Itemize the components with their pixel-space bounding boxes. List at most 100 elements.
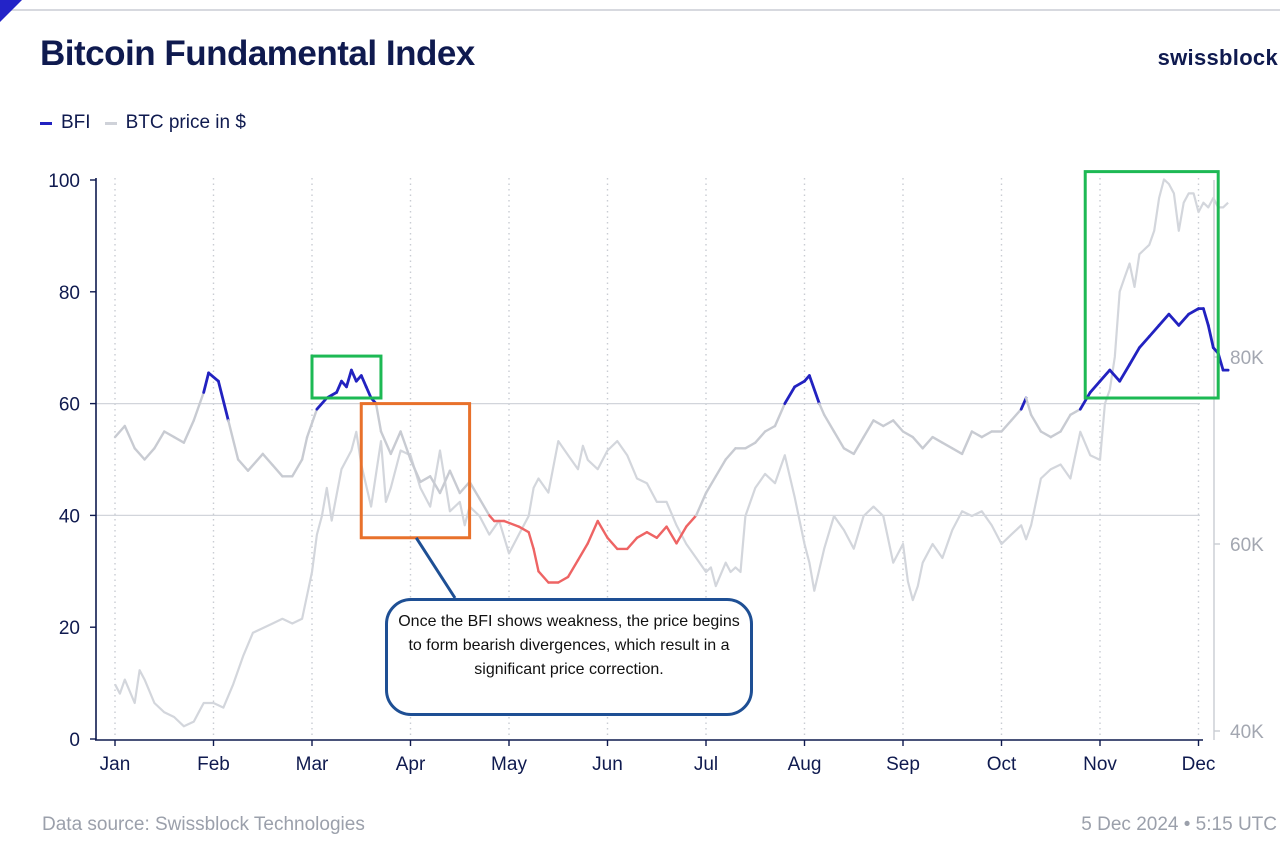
y-left-tick-60: 60 xyxy=(59,395,80,416)
bfi-segment xyxy=(960,430,974,456)
bfi-segment xyxy=(1098,368,1112,383)
bfi-segment xyxy=(818,402,826,416)
y-right-tick-60k: 60K xyxy=(1230,535,1264,556)
bfi-segment xyxy=(808,374,821,406)
bfi-segment xyxy=(478,497,491,517)
x-tick-oct: Oct xyxy=(987,754,1017,775)
x-tick-feb: Feb xyxy=(197,754,230,775)
bfi-segment xyxy=(305,408,319,439)
bfi-segment xyxy=(502,519,520,528)
bfi-segment xyxy=(724,447,737,461)
bfi-segment xyxy=(1167,312,1181,327)
bfi-segment xyxy=(1118,363,1131,383)
bfi-segment xyxy=(227,419,240,461)
bfi-segment xyxy=(364,385,373,400)
x-tick-mar: Mar xyxy=(296,754,329,775)
bfi-segment xyxy=(389,430,402,456)
bfi-segment xyxy=(566,558,580,579)
y-right-tick-80k: 80K xyxy=(1230,348,1264,369)
bfi-segment xyxy=(517,525,530,534)
legend: BFI BTC price in $ xyxy=(40,112,260,134)
bfi-segment xyxy=(744,441,757,450)
bfi-segment xyxy=(300,435,309,461)
bfi-segment xyxy=(537,570,550,584)
bfi-segment xyxy=(202,371,211,394)
bfi-segment xyxy=(207,371,220,383)
bfi-segment xyxy=(763,424,777,433)
x-tick-jan: Jan xyxy=(100,754,131,775)
bfi-segment xyxy=(458,480,471,495)
x-tick-nov: Nov xyxy=(1083,754,1117,775)
y-left-tick-80: 80 xyxy=(59,283,80,304)
y-left-tick-20: 20 xyxy=(59,618,80,639)
bfi-segment xyxy=(374,402,383,433)
bfi-segment xyxy=(349,368,358,383)
x-tick-jul: Jul xyxy=(694,754,718,775)
bfi-segment xyxy=(419,475,432,484)
y-left-tick-40: 40 xyxy=(59,506,80,527)
bfi-segment xyxy=(123,424,136,450)
bfi-segment xyxy=(1059,413,1072,433)
x-tick-aug: Aug xyxy=(788,754,822,775)
bfi-segment xyxy=(315,396,329,411)
annotation-text: Once the BFI shows weakness, the price b… xyxy=(398,613,740,678)
bfi-segment xyxy=(246,452,264,472)
bfi-segment xyxy=(1147,323,1161,338)
bfi-segment xyxy=(714,458,727,478)
bfi-segment xyxy=(872,419,885,428)
data-source: Data source: Swissblock Technologies xyxy=(42,814,365,835)
bfi-segment xyxy=(970,430,983,439)
bfi-segment xyxy=(359,374,368,389)
bfi-segment xyxy=(1000,419,1013,433)
bfi-segment xyxy=(951,447,964,456)
bfi-segment xyxy=(143,447,156,461)
legend-swatch-price xyxy=(104,121,117,125)
top-divider xyxy=(0,9,1280,11)
bfi-segment xyxy=(793,379,806,389)
bfi-segment xyxy=(635,531,649,539)
bfi-segment xyxy=(1202,307,1210,327)
bfi-segment xyxy=(941,441,954,450)
y-left-tick-0: 0 xyxy=(69,730,80,751)
legend-item-bfi[interactable]: BFI xyxy=(40,112,91,134)
bfi-segment xyxy=(172,435,186,444)
x-tick-may: May xyxy=(491,754,527,775)
bfi-segment xyxy=(379,430,392,456)
bfi-segment xyxy=(773,402,786,428)
bfi-segment xyxy=(271,463,284,478)
bfi-segment xyxy=(216,379,230,422)
bfi-segment xyxy=(261,452,274,467)
annotation-callout: Once the BFI shows weakness, the price b… xyxy=(385,598,753,716)
bfi-segment xyxy=(931,435,944,444)
x-tick-dec: Dec xyxy=(1182,754,1216,775)
brand-logo: swissblock xyxy=(1157,45,1278,70)
bfi-segment xyxy=(438,469,452,495)
bfi-segment xyxy=(182,419,196,444)
bfi-segment xyxy=(1078,390,1092,411)
bfi-segment xyxy=(527,531,535,551)
highlight-box-bullish-2 xyxy=(1083,170,1220,400)
bfi-segment xyxy=(291,458,304,478)
x-tick-sep: Sep xyxy=(886,754,920,775)
bfi-segment xyxy=(1069,408,1082,416)
legend-swatch-bfi xyxy=(40,121,52,125)
bfi-segment xyxy=(832,430,846,450)
chart-title: Bitcoin Fundamental Index xyxy=(40,34,475,73)
bfi-segment xyxy=(704,475,717,495)
bfi-segment xyxy=(626,536,639,551)
legend-item-price[interactable]: BTC price in $ xyxy=(104,112,246,134)
bfi-segment xyxy=(675,525,688,545)
bfi-segment xyxy=(685,514,698,528)
x-tick-jun: Jun xyxy=(592,754,623,775)
bfi-segment xyxy=(1206,323,1215,350)
bfi-segment xyxy=(655,525,668,539)
bfi-segment xyxy=(823,413,836,433)
bfi-segment xyxy=(645,531,658,539)
highlight-box-bearish-1 xyxy=(359,402,472,540)
bfi-segment xyxy=(1039,430,1053,439)
bfi-segment xyxy=(399,430,412,461)
bfi-segment xyxy=(335,379,343,394)
bfi-segment xyxy=(429,475,442,495)
bfi-segment xyxy=(892,419,905,433)
